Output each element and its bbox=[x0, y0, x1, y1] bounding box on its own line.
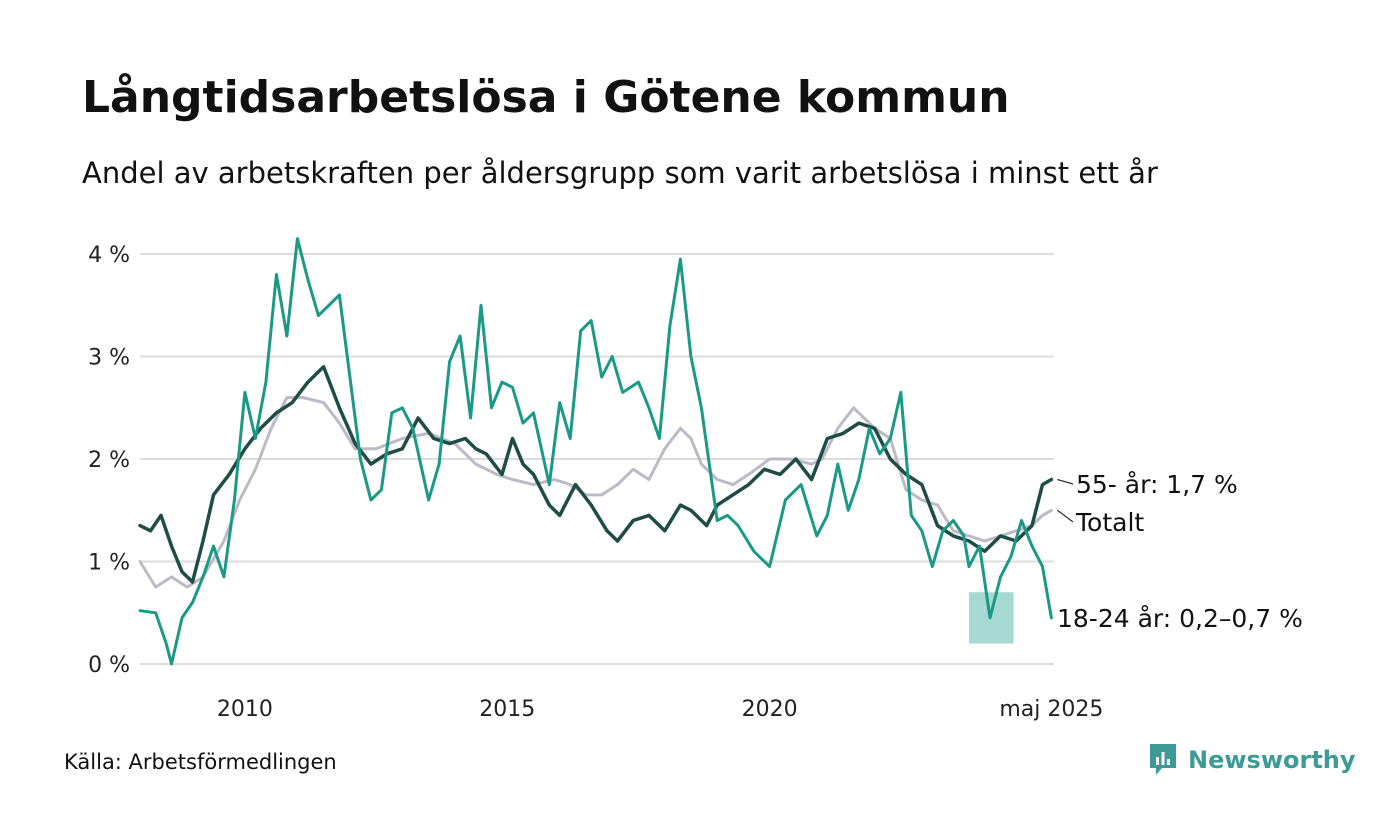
source-note: Källa: Arbetsförmedlingen bbox=[64, 750, 337, 774]
end-labels: Totalt 55- år: 1,7 % 18-24 år: 0,2–0,7 % bbox=[1057, 470, 1303, 633]
y-tick-label: 3 % bbox=[88, 346, 130, 371]
x-tick-label: 2020 bbox=[742, 697, 798, 722]
brand-name: Newsworthy bbox=[1188, 746, 1356, 774]
newsworthy-logo[interactable]: Newsworthy bbox=[1148, 742, 1356, 778]
end-label-total: Totalt bbox=[1075, 508, 1144, 537]
chart-subtitle: Andel av arbetskraften per åldersgrupp s… bbox=[82, 156, 1158, 190]
series-line-young bbox=[138, 237, 1053, 666]
end-label-leader bbox=[1057, 478, 1074, 485]
y-tick-label: 1 % bbox=[88, 551, 130, 576]
series-lines bbox=[138, 237, 1054, 666]
bar-chart-icon bbox=[1150, 744, 1176, 775]
x-tick-label: 2015 bbox=[479, 697, 535, 722]
chart-title: Långtidsarbetslösa i Götene kommun bbox=[82, 72, 1010, 123]
end-label-old: 55- år: 1,7 % bbox=[1076, 470, 1238, 499]
line-chart: 0 % 1 % 2 % 3 % 4 % 2010 2015 2020 maj 2025 Tota… bbox=[88, 237, 1303, 722]
end-label-leader bbox=[1057, 509, 1074, 523]
series-line-old bbox=[138, 365, 1054, 584]
x-tick-label: 2010 bbox=[217, 697, 273, 722]
grid-lines: 0 % 1 % 2 % 3 % 4 % 2010 2015 2020 maj 2025 bbox=[88, 243, 1103, 722]
y-tick-label: 0 % bbox=[88, 653, 130, 678]
x-tick-label: maj 2025 bbox=[999, 697, 1103, 722]
y-tick-label: 2 % bbox=[88, 448, 130, 473]
y-tick-label: 4 % bbox=[88, 243, 130, 268]
series-line-total bbox=[138, 396, 1053, 589]
end-label-young: 18-24 år: 0,2–0,7 % bbox=[1057, 604, 1303, 633]
